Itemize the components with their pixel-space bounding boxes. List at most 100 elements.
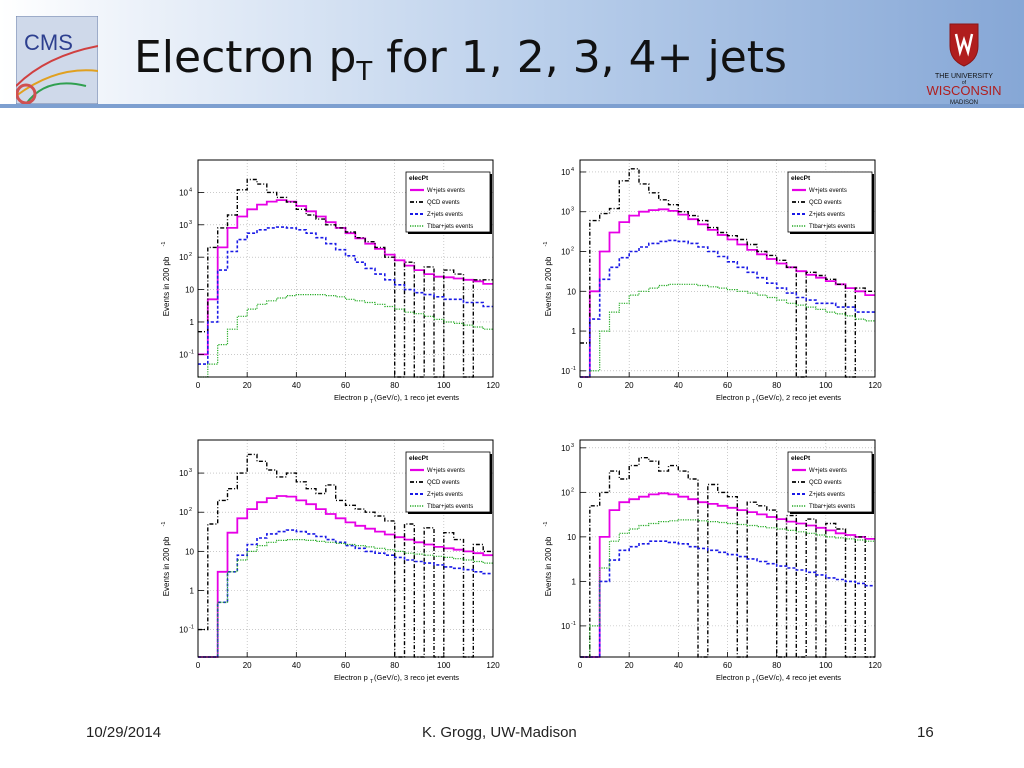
x-tick-label: 0 <box>196 661 201 670</box>
y-tick-label: 10 <box>561 367 570 376</box>
y-tick-label: 10 <box>561 488 570 497</box>
y-tick-exponent: 3 <box>571 443 574 449</box>
x-tick-label: 120 <box>868 661 882 670</box>
x-tick-label: 40 <box>292 661 301 670</box>
x-axis-title-rest: (GeV/c), 1 reco jet events <box>374 393 459 402</box>
x-tick-label: 120 <box>486 381 500 390</box>
y-tick-label: 10 <box>561 622 570 631</box>
series-line-tt <box>198 294 493 378</box>
legend-label-zjets: Z+jets events <box>427 492 463 498</box>
series-line-wjets <box>580 492 875 658</box>
legend-label-wjets: W+jets events <box>809 468 847 474</box>
y-axis-title: Events in 200 pb -1 <box>161 242 171 317</box>
y-tick-exponent: -1 <box>189 349 194 355</box>
y-tick-label: 10 <box>561 168 570 177</box>
y-tick-label: 10 <box>561 444 570 453</box>
uw-line4: MADISON <box>950 100 978 106</box>
series-line-qcd <box>580 457 875 658</box>
y-axis-title: Events in 200 pb -1 <box>161 522 171 597</box>
series-line-zjets <box>198 226 493 365</box>
y-tick-label: 10 <box>179 469 188 478</box>
series-line-tt <box>198 539 493 658</box>
legend-label-wjets: W+jets events <box>809 188 847 194</box>
legend-label-wjets: W+jets events <box>427 468 465 474</box>
legend-hist-name: elecPt <box>791 175 811 182</box>
x-axis-title-rest: (GeV/c), 3 reco jet events <box>374 673 459 682</box>
title-subscript: T <box>356 57 373 87</box>
y-axis-title-sup: -1 <box>543 522 549 527</box>
legend-label-qcd: QCD events <box>427 200 460 206</box>
y-axis-title: Events in 200 pb -1 <box>543 242 553 317</box>
x-axis-title-sub: T <box>752 399 756 405</box>
x-tick-label: 60 <box>723 381 732 390</box>
x-axis-title-rest: (GeV/c), 4 reco jet events <box>756 673 841 682</box>
x-tick-label: 100 <box>437 661 451 670</box>
y-tick-label: 10 <box>561 208 570 217</box>
y-tick-label: 1 <box>190 587 195 596</box>
x-tick-label: 0 <box>196 381 201 390</box>
x-axis-title-main: Electron p <box>334 673 368 682</box>
y-axis-title-text: Events in 200 pb <box>544 536 553 596</box>
legend-label-qcd: QCD events <box>427 480 460 486</box>
y-tick-label: 1 <box>572 577 577 586</box>
uw-line3: WISCONSIN <box>926 83 1001 98</box>
x-tick-label: 40 <box>674 661 683 670</box>
y-tick-exponent: 2 <box>189 507 192 513</box>
x-tick-label: 100 <box>819 381 833 390</box>
x-tick-label: 80 <box>772 381 781 390</box>
x-tick-label: 20 <box>243 661 252 670</box>
y-tick-exponent: -1 <box>189 625 194 631</box>
y-axis-title-sup: -1 <box>161 242 167 247</box>
y-tick-label: 10 <box>561 248 570 257</box>
y-tick-exponent: 2 <box>189 252 192 258</box>
y-tick-label: 1 <box>572 327 577 336</box>
y-tick-label: 1 <box>190 318 195 327</box>
x-axis-title-sub: T <box>370 679 374 685</box>
y-tick-exponent: 4 <box>571 167 574 173</box>
footer-author: K. Grogg, UW-Madison <box>422 724 577 741</box>
cms-logo-text: CMS <box>24 30 73 55</box>
x-axis-title-main: Electron p <box>716 393 750 402</box>
uw-logo: THE UNIVERSITY of WISCONSIN MADISON <box>926 23 1002 106</box>
y-tick-label: 10 <box>179 350 188 359</box>
footer-date: 10/29/2014 <box>86 724 162 741</box>
y-tick-exponent: 3 <box>189 468 192 474</box>
y-axis-title-text: Events in 200 pb <box>162 536 171 596</box>
legend-label-zjets: Z+jets events <box>809 212 845 218</box>
y-tick-label: 10 <box>179 508 188 517</box>
x-tick-label: 80 <box>390 661 399 670</box>
y-axis-title-text: Events in 200 pb <box>544 256 553 316</box>
x-tick-label: 120 <box>486 661 500 670</box>
x-tick-label: 100 <box>819 661 833 670</box>
x-axis-title-main: Electron p <box>716 673 750 682</box>
series-line-tt <box>580 519 875 658</box>
x-tick-label: 20 <box>243 381 252 390</box>
y-tick-label: 10 <box>179 188 188 197</box>
x-tick-label: 20 <box>625 661 634 670</box>
y-tick-label: 10 <box>567 287 576 296</box>
y-tick-exponent: 2 <box>571 487 574 493</box>
x-tick-label: 20 <box>625 381 634 390</box>
y-tick-label: 10 <box>179 253 188 262</box>
y-tick-exponent: 4 <box>189 187 192 193</box>
legend-label-qcd: QCD events <box>809 200 842 206</box>
series-line-zjets <box>580 239 875 378</box>
title-bar <box>0 0 1024 108</box>
y-axis-title: Events in 200 pb -1 <box>543 522 553 597</box>
x-tick-label: 80 <box>390 381 399 390</box>
x-axis-title-main: Electron p <box>334 393 368 402</box>
y-tick-exponent: -1 <box>571 366 576 372</box>
title-bar-rule <box>0 104 1024 108</box>
series-line-zjets <box>198 529 493 658</box>
y-tick-label: 10 <box>185 547 194 556</box>
y-tick-label: 10 <box>179 626 188 635</box>
series-line-tt <box>580 283 875 378</box>
